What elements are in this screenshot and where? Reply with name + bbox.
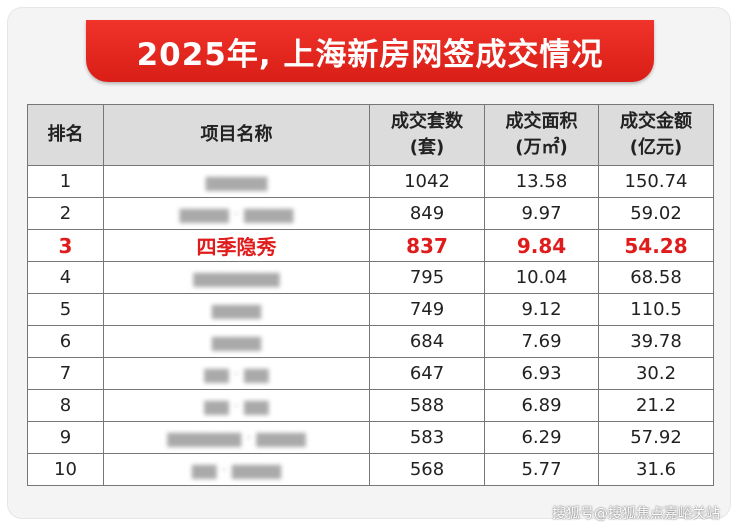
cell-name-redacted: ▆▆▆▆ xyxy=(103,325,370,358)
table-row: 2 ▆▆▆▆ · ▆▆▆▆ 849 9.97 59.02 xyxy=(27,197,714,230)
header-area: 成交面积 (万㎡) xyxy=(484,104,599,166)
cell-rank: 3 xyxy=(27,229,104,262)
header-amount: 成交金额 (亿元) xyxy=(598,104,714,166)
table-row: 7 ▆▆ · ▆▆ 647 6.93 30.2 xyxy=(27,357,714,390)
cell-amount: 150.74 xyxy=(598,165,714,198)
cell-amount: 59.02 xyxy=(598,197,714,230)
cell-units: 684 xyxy=(369,325,485,358)
table-row: 4 ▆▆▆▆▆▆▆ 795 10.04 68.58 xyxy=(27,261,714,294)
header-units: 成交套数 (套) xyxy=(369,104,485,166)
cell-area: 10.04 xyxy=(484,261,599,294)
cell-area: 7.69 xyxy=(484,325,599,358)
cell-units: 749 xyxy=(369,293,485,326)
cell-area: 9.12 xyxy=(484,293,599,326)
cell-units: 583 xyxy=(369,421,485,454)
cell-rank: 5 xyxy=(27,293,104,326)
cell-rank: 9 xyxy=(27,421,104,454)
header-units-unit: (套) xyxy=(409,137,445,158)
cell-amount: 68.58 xyxy=(598,261,714,294)
cell-units: 647 xyxy=(369,357,485,390)
header-amount-title: 成交金额 xyxy=(620,111,692,132)
cell-units: 568 xyxy=(369,453,485,486)
cell-area: 5.77 xyxy=(484,453,599,486)
cell-name-redacted: ▆▆ · ▆▆▆▆ xyxy=(103,453,370,486)
source-watermark: 搜狐号@搜狐焦点嘉峪关站 xyxy=(552,506,720,522)
table-row-highlighted: 3 四季隐秀 837 9.84 54.28 xyxy=(27,229,714,262)
cell-amount: 31.6 xyxy=(598,453,714,486)
page-title: 2025年, 上海新房网签成交情况 xyxy=(136,36,604,73)
header-units-title: 成交套数 xyxy=(391,111,463,132)
cell-units: 588 xyxy=(369,389,485,422)
table-row: 6 ▆▆▆▆ 684 7.69 39.78 xyxy=(27,325,714,358)
table-row: 10 ▆▆ · ▆▆▆▆ 568 5.77 31.6 xyxy=(27,453,714,486)
sales-table: 排名 项目名称 成交套数 (套) 成交面积 (万㎡) 成交金额 (亿元) 1 ▆… xyxy=(27,104,714,486)
cell-rank: 1 xyxy=(27,165,104,198)
cell-rank: 8 xyxy=(27,389,104,422)
cell-name-redacted: ▆▆▆▆ · ▆▆▆▆ xyxy=(103,197,370,230)
cell-name-redacted: ▆▆▆▆▆▆ · ▆▆▆▆ xyxy=(103,421,370,454)
cell-amount: 39.78 xyxy=(598,325,714,358)
cell-name-redacted: ▆▆ · ▆▆ xyxy=(103,389,370,422)
header-area-unit: (万㎡) xyxy=(515,137,568,158)
cell-units: 1042 xyxy=(369,165,485,198)
cell-area: 6.93 xyxy=(484,357,599,390)
table-body: 1 ▆▆▆▆▆ 1042 13.58 150.74 2 ▆▆▆▆ · ▆▆▆▆ … xyxy=(27,165,714,486)
cell-name-redacted: ▆▆▆▆▆ xyxy=(103,165,370,198)
cell-rank: 2 xyxy=(27,197,104,230)
header-name: 项目名称 xyxy=(103,104,370,166)
cell-name-redacted: ▆▆▆▆ xyxy=(103,293,370,326)
title-banner: 2025年, 上海新房网签成交情况 xyxy=(86,20,654,82)
cell-area: 6.29 xyxy=(484,421,599,454)
cell-name: 四季隐秀 xyxy=(103,229,370,262)
table-row: 5 ▆▆▆▆ 749 9.12 110.5 xyxy=(27,293,714,326)
cell-units: 837 xyxy=(369,229,485,262)
cell-rank: 4 xyxy=(27,261,104,294)
header-amount-unit: (亿元) xyxy=(629,137,683,158)
cell-rank: 10 xyxy=(27,453,104,486)
table-row: 1 ▆▆▆▆▆ 1042 13.58 150.74 xyxy=(27,165,714,198)
table-row: 8 ▆▆ · ▆▆ 588 6.89 21.2 xyxy=(27,389,714,422)
cell-area: 6.89 xyxy=(484,389,599,422)
cell-name-redacted: ▆▆▆▆▆▆▆ xyxy=(103,261,370,294)
table-row: 9 ▆▆▆▆▆▆ · ▆▆▆▆ 583 6.29 57.92 xyxy=(27,421,714,454)
cell-units: 849 xyxy=(369,197,485,230)
cell-area: 9.84 xyxy=(484,229,599,262)
header-area-title: 成交面积 xyxy=(505,111,578,132)
cell-amount: 30.2 xyxy=(598,357,714,390)
header-rank: 排名 xyxy=(27,104,104,166)
cell-name-redacted: ▆▆ · ▆▆ xyxy=(103,357,370,390)
cell-amount: 21.2 xyxy=(598,389,714,422)
cell-area: 13.58 xyxy=(484,165,599,198)
cell-amount: 57.92 xyxy=(598,421,714,454)
cell-units: 795 xyxy=(369,261,485,294)
table-header: 排名 项目名称 成交套数 (套) 成交面积 (万㎡) 成交金额 (亿元) xyxy=(27,104,714,166)
cell-rank: 7 xyxy=(27,357,104,390)
cell-rank: 6 xyxy=(27,325,104,358)
cell-area: 9.97 xyxy=(484,197,599,230)
cell-amount: 110.5 xyxy=(598,293,714,326)
cell-amount: 54.28 xyxy=(598,229,714,262)
